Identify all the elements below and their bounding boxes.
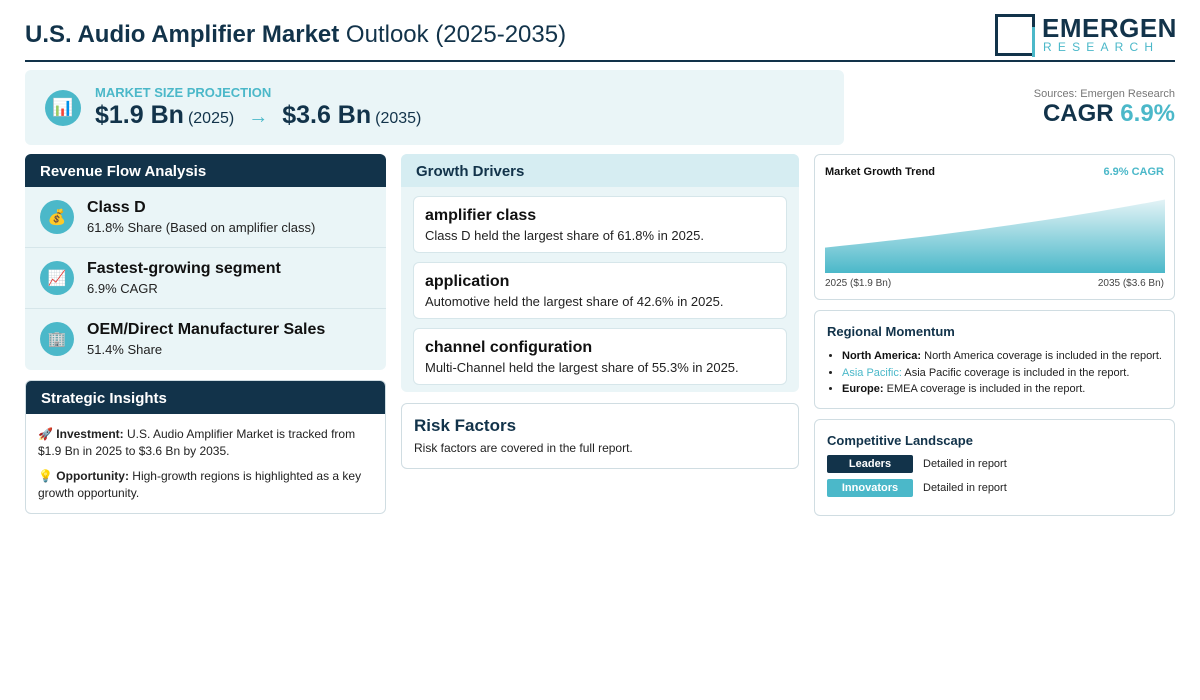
region-text: Asia Pacific coverage is included in the…	[901, 366, 1130, 379]
trend-area-chart	[825, 199, 1165, 273]
driver-card: channel configuration Multi-Channel held…	[413, 328, 787, 385]
start-value: $1.9 Bn	[95, 101, 184, 129]
leaders-badge: Leaders	[827, 455, 913, 473]
risk-factors-panel: Risk Factors Risk factors are covered in…	[401, 403, 799, 469]
region-item: North America: North America coverage is…	[842, 348, 1162, 365]
strategic-insights-panel: Strategic Insights 🚀 Investment: U.S. Au…	[25, 380, 386, 514]
money-bag-icon: 💰	[40, 200, 74, 234]
region-item: Asia Pacific: Asia Pacific coverage is i…	[842, 365, 1162, 382]
growth-drivers-title: Growth Drivers	[401, 154, 799, 187]
market-growth-trend-panel: Market Growth Trend 6.9% CAGR 2025 ($1.9…	[814, 154, 1175, 300]
opportunity-label: Opportunity:	[56, 469, 129, 483]
lightbulb-icon: 💡	[38, 469, 53, 483]
revenue-item-title: Fastest-growing segment	[87, 260, 281, 277]
projection-values: $1.9 Bn (2025) → $3.6 Bn (2035)	[95, 101, 421, 130]
market-size-projection: 📊 MARKET SIZE PROJECTION $1.9 Bn (2025) → $…	[25, 70, 844, 145]
revenue-flow-title: Revenue Flow Analysis	[25, 154, 386, 187]
investment-insight: 🚀 Investment: U.S. Audio Amplifier Marke…	[26, 426, 385, 460]
logo-mark-icon	[995, 14, 1035, 57]
driver-title: channel configuration	[425, 339, 593, 356]
opportunity-text: High-growth regions is highlighted as a …	[38, 469, 362, 500]
opportunity-insight: 💡 Opportunity: High-growth regions is hi…	[26, 468, 385, 502]
arrow-right-icon: →	[248, 106, 269, 128]
risk-factors-desc: Risk factors are covered in the full rep…	[414, 441, 633, 455]
page-title: U.S. Audio Amplifier Market Outlook (202…	[25, 21, 566, 49]
page-title-bold: U.S. Audio Amplifier Market	[25, 21, 340, 48]
logo-word: EMERGEN	[1042, 13, 1177, 43]
logo-subword: RESEARCH	[1043, 40, 1160, 54]
driver-card: application Automotive held the largest …	[413, 262, 787, 319]
driver-desc: Class D held the largest share of 61.8% …	[425, 228, 704, 243]
trend-title: Market Growth Trend	[825, 166, 936, 178]
start-year: (2025)	[187, 110, 235, 127]
investment-text: U.S. Audio Amplifier Market is tracked f…	[38, 427, 356, 458]
trend-end-label: 2035 ($3.6 Bn)	[1097, 278, 1164, 289]
driver-desc: Multi-Channel held the largest share of …	[425, 360, 739, 375]
regional-momentum-title: Regional Momentum	[827, 324, 955, 339]
innovators-note: Detailed in report	[923, 482, 1007, 494]
header: U.S. Audio Amplifier Market Outlook (202…	[25, 14, 1176, 62]
regional-momentum-panel: Regional Momentum North America: North A…	[814, 310, 1175, 409]
building-icon: 🏢	[40, 322, 74, 356]
revenue-flow-panel: Revenue Flow Analysis 💰 Class D 61.8% Sh…	[25, 154, 386, 370]
sources-note: Sources: Emergen Research	[1033, 88, 1175, 100]
bar-chart-icon: 📊	[45, 90, 81, 126]
emergen-logo: EMERGEN RESEARCH	[995, 14, 1176, 57]
region-label: Europe:	[842, 383, 884, 395]
region-item: Europe: EMEA coverage is included in the…	[842, 381, 1162, 398]
region-text: EMEA coverage is included in the report.	[883, 383, 1086, 395]
projection-label: MARKET SIZE PROJECTION	[95, 85, 272, 100]
region-label: North America:	[842, 350, 922, 362]
driver-desc: Automotive held the largest share of 42.…	[425, 294, 724, 309]
leaders-note: Detailed in report	[923, 458, 1007, 470]
investment-label: Investment:	[56, 427, 124, 441]
end-value: $3.6 Bn	[282, 101, 372, 129]
driver-card: amplifier class Class D held the largest…	[413, 196, 787, 253]
competitive-landscape-panel: Competitive Landscape Leaders Detailed i…	[814, 419, 1175, 516]
competitive-landscape-title: Competitive Landscape	[827, 433, 973, 448]
region-list: North America: North America coverage is…	[842, 348, 1162, 398]
region-label: Asia Pacific:	[842, 366, 902, 379]
cagr-summary: CAGR 6.9%	[1043, 100, 1175, 128]
cagr-label: CAGR	[1042, 100, 1114, 127]
growth-drivers-panel: Growth Drivers amplifier class Class D h…	[401, 154, 799, 392]
cagr-value: 6.9%	[1120, 100, 1175, 127]
region-text: North America coverage is included in th…	[921, 350, 1162, 362]
trend-start-label: 2025 ($1.9 Bn)	[825, 278, 892, 289]
revenue-item-title: Class D	[87, 199, 146, 216]
revenue-item: 💰 Class D 61.8% Share (Based on amplifie…	[25, 187, 386, 248]
revenue-item: 📈 Fastest-growing segment 6.9% CAGR	[25, 248, 386, 309]
end-year: (2035)	[375, 110, 422, 127]
trend-cagr: 6.9% CAGR	[1103, 166, 1164, 178]
page-title-rest: Outlook (2025-2035)	[339, 21, 567, 48]
revenue-item-title: OEM/Direct Manufacturer Sales	[87, 321, 326, 338]
driver-title: amplifier class	[425, 207, 537, 224]
revenue-item: 🏢 OEM/Direct Manufacturer Sales 51.4% Sh…	[25, 309, 386, 370]
strategic-insights-title: Strategic Insights	[26, 381, 385, 414]
trend-up-icon: 📈	[40, 261, 74, 295]
revenue-item-sub: 6.9% CAGR	[87, 281, 158, 296]
revenue-item-sub: 51.4% Share	[87, 342, 163, 357]
innovators-badge: Innovators	[827, 479, 913, 497]
risk-factors-title: Risk Factors	[414, 416, 517, 435]
trend-area	[825, 199, 1165, 273]
rocket-icon: 🚀	[38, 427, 53, 441]
revenue-item-sub: 61.8% Share (Based on amplifier class)	[87, 220, 316, 235]
driver-title: application	[425, 273, 510, 290]
